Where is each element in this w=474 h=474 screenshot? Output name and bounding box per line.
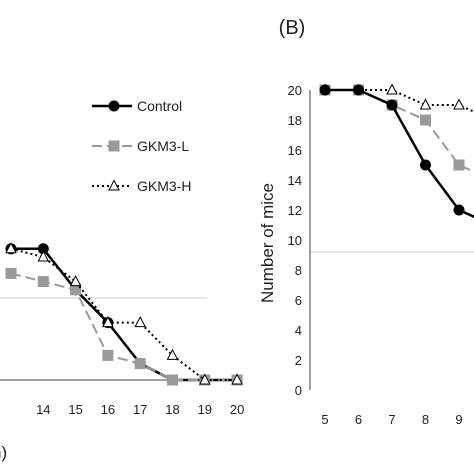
series-line-b-gkm3-l [325,89,474,173]
y-tick-label-b-18: 18 [288,113,302,128]
series-line-a-gkm3-l [10,272,238,381]
legend-label-control: Control [137,98,182,114]
data-point-a-gkm3-h-17 [134,316,147,328]
data-point-b-control-5 [319,84,331,96]
panel-label-b: (B) [279,17,306,39]
y-tick-label-b-0: 0 [295,383,302,398]
x-tick-label-a-14: 14 [36,402,50,417]
legend-item-gkm3-l: GKM3-L [92,138,189,154]
data-point-a-gkm3-h-16 [102,316,114,328]
x-tick-label-b-6: 6 [355,412,362,427]
data-point-b-control-9 [453,204,465,216]
x-tick-label-a-16: 16 [101,402,115,417]
data-point-b-gkm3-h-7 [386,83,398,95]
x-tick-label-a-15: 15 [68,402,82,417]
legend-marker-control [108,100,120,112]
y-tick-label-b-6: 6 [295,293,302,308]
y-axis-title-b: Number of mice [258,183,277,303]
x-tick-label-b-5: 5 [321,412,328,427]
x-tick-label-a-19: 19 [198,402,212,417]
data-point-a-control-14 [37,243,49,255]
x-tick-label-a-20: 20 [230,402,244,417]
data-point-a-gkm3-h-19 [198,373,211,385]
data-point-a-gkm3-h-13 [5,242,17,254]
x-tick-label-b-9: 9 [455,412,462,427]
data-point-a-gkm3-h-14 [37,250,50,262]
series-line-b-control [325,88,474,219]
x-tick-label-a-18: 18 [165,402,179,417]
data-point-a-gkm3-l-13 [5,267,17,279]
series-a-gkm3-h [5,242,243,385]
data-point-a-gkm3-l-17 [134,358,146,370]
legend-label-gkm3-l: GKM3-L [137,138,189,154]
data-point-a-gkm3-h-15 [69,275,82,287]
data-point-b-gkm3-l-8 [420,114,431,126]
data-point-a-gkm3-l-15 [70,284,82,296]
y-tick-label-b-16: 16 [288,143,302,158]
legend-item-gkm3-h: GKM3-H [92,178,191,194]
data-point-b-control-7 [386,99,398,111]
panel-a: 14 15 16 17 18 19 20 h) Control GKM3-L GKM3-H [0,98,244,462]
legend: Control GKM3-L GKM3-H [92,98,191,194]
data-point-b-control-6 [353,84,364,96]
series-a-control [5,243,243,386]
y-tick-label-b-14: 14 [288,173,302,188]
series-a-gkm3-l [5,267,243,386]
data-point-a-gkm3-l-18 [167,374,178,386]
legend-item-control: Control [92,98,182,114]
series-line-b-gkm3-h [325,89,474,113]
y-tick-label-b-20: 20 [288,83,302,98]
data-point-a-gkm3-l-14 [37,276,49,288]
y-tick-label-b-2: 2 [295,353,302,368]
legend-marker-gkm3-h [108,179,120,191]
x-tick-label-a-17: 17 [133,402,147,417]
legend-marker-gkm3-l [108,140,120,152]
x-tick-label-b-8: 8 [422,412,429,427]
data-point-a-gkm3-h-20 [231,373,243,385]
data-point-b-control-8 [420,159,431,171]
data-point-b-gkm3-h-8 [419,98,432,110]
series-b-gkm3-l [319,84,474,173]
series-b-control [319,84,474,219]
data-point-b-gkm3-l-9 [453,159,465,171]
data-point-a-gkm3-l-16 [102,349,114,361]
data-point-b-gkm3-h-9 [453,98,465,110]
x-tick-label-b-7: 7 [388,412,395,427]
y-tick-label-b-10: 10 [288,233,302,248]
y-tick-label-b-4: 4 [295,323,302,338]
data-point-a-gkm3-h-18 [166,348,179,360]
y-tick-label-b-8: 8 [295,263,302,278]
legend-label-gkm3-h: GKM3-H [137,178,191,194]
y-tick-label-b-12: 12 [288,203,302,218]
panel-b: (B) 0 2 4 6 8 10 12 14 16 18 20 5 6 7 8 9 Number of mic… [258,17,474,427]
x-axis-title-a: h) [0,443,7,462]
